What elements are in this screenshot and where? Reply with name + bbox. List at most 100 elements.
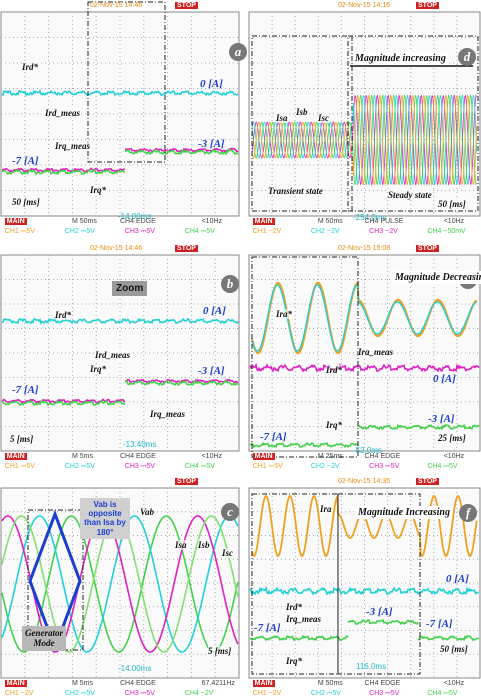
channel-setting: CH3 ⎓5V — [125, 463, 155, 471]
channel-setting: CH2 ⎓5V — [65, 463, 95, 471]
channel-setting: CH4 ⎓5V — [185, 228, 215, 236]
annotation: 116.0ms — [356, 662, 386, 671]
annotation: 50 [ms] — [438, 199, 466, 209]
annotation: -7 [A] — [12, 155, 39, 167]
annotation: Irq_meas — [150, 409, 185, 419]
annotation: 0 [A] — [433, 373, 456, 385]
channel-setting: CH4 ~2V — [185, 690, 214, 697]
header-date: 02-Nov-15 14:35 — [338, 478, 390, 485]
channel-setting: CH4 ⎓5V — [185, 463, 215, 471]
channel-setting: CH1 ⎓5V — [253, 463, 283, 471]
footer-setting: <10Hz — [444, 453, 464, 460]
channel-setting: CH2 ~2V — [311, 463, 340, 470]
annotation: Steady state — [388, 190, 432, 200]
annotation: Ira* — [276, 309, 292, 319]
footer-setting: CH4 EDGE — [120, 218, 156, 225]
footer-setting: CH4 EDGE — [365, 453, 401, 460]
panel-letter: a — [229, 43, 247, 61]
header-status: STOP — [175, 478, 198, 485]
channel-setting: CH2 ~2V — [311, 228, 340, 235]
header-status: STOP — [416, 2, 439, 9]
footer-setting: M 5ms — [72, 680, 93, 687]
channel-setting: CH4 ~50mV — [427, 228, 465, 235]
annotation: Ird_meas — [45, 108, 80, 118]
channel-setting: CH2 ⎓5V — [65, 228, 95, 236]
annotation: Isa — [276, 113, 288, 123]
footer-setting: 67.4211Hz — [202, 680, 235, 687]
annotation: -13.40ms — [123, 440, 156, 449]
annotation: Vab is opposite than Isa by 180° — [80, 498, 130, 539]
annotation: -7 [A] — [260, 431, 287, 443]
channel-setting: CH1 ⎓5V — [5, 463, 35, 471]
annotation: -3 [A] — [366, 606, 393, 618]
channel-setting: CH1 ⎓5V — [5, 228, 35, 236]
footer-setting: M 50ms — [72, 218, 97, 225]
annotation: Irq_meas — [55, 141, 90, 151]
annotation: 25 [ms] — [438, 433, 466, 443]
channel-setting: CH1 ~2V — [253, 690, 282, 697]
annotation: 0 [A] — [200, 78, 223, 90]
annotation: Ird* — [55, 310, 71, 320]
channel-setting: CH2 ⎓5V — [65, 690, 95, 698]
annotation: Generator Mode — [22, 626, 66, 651]
annotation: Magnitude increasing — [353, 52, 448, 65]
footer-setting: <10Hz — [202, 453, 222, 460]
figure: 02-Nov-15 14:46 STOP a Ird* Ird_meas 0 [A] -3 … — [0, 0, 481, 700]
annotation: Ird_meas — [95, 350, 130, 360]
annotation: Isc — [222, 548, 233, 558]
annotation: Isb — [198, 540, 210, 550]
footer-setting: <10Hz — [444, 680, 464, 687]
annotation: 50 [ms] — [12, 197, 40, 207]
annotation: Isb — [296, 107, 308, 117]
header-date: 02-Nov-15 14:16 — [338, 2, 390, 9]
annotation: -3 [A] — [428, 413, 455, 425]
annotation: -14.00ms — [118, 664, 151, 673]
annotation: Irq* — [90, 364, 106, 374]
channel-setting: CH4 ⎓5V — [427, 690, 457, 698]
annotation: -7 [A] — [12, 384, 39, 396]
channel-setting: CH3 ~2V — [369, 228, 398, 235]
footer-setting: MAIN — [253, 218, 275, 225]
annotation: Irq* — [326, 420, 342, 430]
annotation: 5 [ms] — [10, 434, 33, 444]
channel-setting: CH2 ⎓5V — [311, 690, 341, 698]
footer-setting: M 50ms — [318, 680, 343, 687]
header-date: 02-Nov-15 14:46 — [90, 245, 142, 252]
footer-setting: MAIN — [5, 218, 27, 225]
annotation: 0 [A] — [203, 305, 226, 317]
annotation: -3 [A] — [198, 138, 225, 150]
annotation: Ird* — [326, 365, 342, 375]
channel-setting: CH3 ⎓5V — [125, 690, 155, 698]
footer-setting: M 25ms — [318, 453, 343, 460]
annotation: Ira_meas — [358, 347, 393, 357]
header-status: STOP — [416, 478, 439, 485]
annotation: Zoom — [112, 281, 147, 296]
footer-setting: MAIN — [5, 680, 27, 687]
annotation: Magnitude Decreasing — [393, 271, 481, 284]
channel-setting: CH1 ~2V — [5, 690, 34, 697]
channel-setting: CH1 ~2V — [253, 228, 282, 235]
annotation: Transient state — [268, 186, 323, 196]
footer-setting: CH4 EDGE — [120, 453, 156, 460]
annotation: Irq_meas — [286, 614, 321, 624]
footer-setting: MAIN — [5, 453, 27, 460]
footer-setting: <10Hz — [444, 218, 464, 225]
annotation: Vab — [140, 507, 154, 517]
annotation: Irq* — [286, 656, 302, 666]
footer-setting: MAIN — [253, 680, 275, 687]
channel-setting: CH3 ⎓5V — [369, 690, 399, 698]
annotation: -3 [A] — [198, 365, 225, 377]
annotation: Isc — [318, 113, 329, 123]
footer-setting: M 5ms — [72, 453, 93, 460]
screen — [1, 12, 239, 216]
footer-setting: MAIN — [253, 453, 275, 460]
annotation: -7 [A] — [254, 622, 281, 634]
header-status: STOP — [416, 245, 439, 252]
annotation: Isa — [175, 540, 187, 550]
header-status: STOP — [175, 2, 198, 9]
panel-letter: f — [459, 504, 477, 522]
annotation: Magnitude Increasing — [356, 506, 452, 519]
annotation: -7 [A] — [426, 618, 453, 630]
channel-setting: CH3 ⎓5V — [125, 228, 155, 236]
annotation: Ira — [320, 504, 332, 514]
